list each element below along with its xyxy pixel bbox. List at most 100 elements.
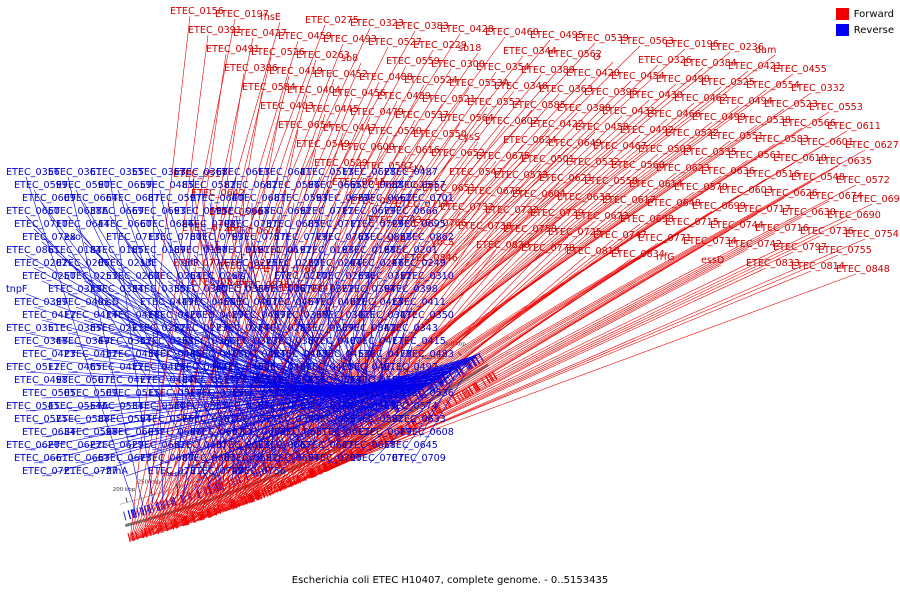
gene-label: ETEC_0622 — [48, 440, 102, 451]
gene-leader-line — [162, 65, 407, 532]
gene-label: ETEC_0312 — [358, 271, 412, 282]
gene-leader-line — [125, 354, 479, 477]
gene-leader-line — [195, 115, 623, 522]
gene-label: ETEC_0310 — [400, 271, 454, 282]
gene-label: ETEC_0678 — [467, 186, 521, 197]
gene-label: ETEC_0191 — [216, 245, 270, 256]
gene-label: ETEC_0836 — [236, 280, 290, 291]
gene-leader-line — [177, 90, 515, 528]
gene-label: ETEC_0574 — [384, 401, 438, 412]
gene-leader-line — [293, 241, 316, 443]
gene-label: ETEC_0672 — [575, 211, 629, 222]
legend-item-reverse: Reverse — [835, 22, 894, 38]
gene-label: cysS — [458, 132, 480, 143]
gene-label: ETEC_0413 — [350, 297, 404, 308]
gene-label: ETEC_0713 — [106, 232, 160, 243]
gene-label: ETEC_0610 — [773, 153, 827, 164]
gene-label: ETEC_0521 — [422, 94, 476, 105]
gene-label: ETEC_0193 — [300, 245, 354, 256]
gene-label: ETEC_0726 — [182, 223, 236, 234]
gene-label: ETEC_0780 — [148, 232, 202, 243]
gene-label: ETEC_0488 — [359, 72, 413, 83]
gene-leader-line — [151, 215, 266, 465]
gene-label: ETEC_0267 — [190, 271, 244, 282]
gene-label: ETEC_0588 — [56, 414, 110, 425]
gene-label: ETEC_0564 — [440, 113, 494, 124]
gene-leader-line — [201, 267, 349, 428]
gene-label: ETEC_0699 — [692, 201, 746, 212]
gene-label: ETEC_0447 — [323, 123, 377, 134]
gene-label: ETEC_0562 — [548, 49, 602, 60]
gene-leader-line — [193, 176, 321, 491]
gene-label: ETEC_0481 — [342, 362, 396, 373]
forward-feature-block — [437, 404, 443, 413]
gene-label: ETEC_0627 — [845, 140, 899, 151]
gene-label: ETEC_0747 — [593, 230, 647, 241]
gene-label: ETEC_0555 — [174, 401, 228, 412]
gene-label: ETEC_0660 — [98, 219, 152, 230]
gene-label: ETEC_0432 — [64, 349, 118, 360]
gene-label: ETEC_0250 — [22, 271, 76, 282]
gene-label: ETEC_0455 — [773, 64, 827, 75]
gene-leader-line — [419, 380, 436, 399]
gene-leader-line — [183, 108, 785, 526]
gene-leader-line — [133, 27, 371, 541]
gene-leader-line — [41, 355, 477, 477]
gene-label: sb18 — [458, 43, 481, 54]
gene-label: ETEC_0445 — [305, 104, 359, 115]
gene-label: ETEC_0636 — [701, 166, 755, 177]
gene-label: ETEC_0598 — [64, 427, 118, 438]
gene-label: ETEC_0497 — [384, 362, 438, 373]
gene-label: ETEC_0667 — [258, 440, 312, 451]
gene-label: ETEC_0690 — [827, 210, 881, 221]
gene-label: ETEC_0626 — [764, 188, 818, 199]
gene-label: ETEC_0755 — [818, 245, 872, 256]
gene-label: ETEC_0757 — [232, 232, 286, 243]
gene-label: ETEC_0449 — [140, 297, 194, 308]
gene-label: ETEC_0861 — [6, 245, 60, 256]
gene-label: ETEC_0516 — [746, 169, 800, 180]
gene-label: ETEC_0777 — [173, 258, 227, 269]
gene-label: rrfG — [656, 252, 675, 263]
gene-label: ETEC_0710 — [14, 219, 68, 230]
gene-leader-line — [215, 129, 299, 515]
gene-leader-line — [343, 273, 857, 464]
gene-label: ETEC_0603 — [719, 185, 773, 196]
gene-label: ETEC_0846 — [404, 253, 458, 264]
map-caption: Escherichia coli ETEC H10407, complete g… — [291, 575, 609, 586]
gene-label: ETEC_0620 — [6, 440, 60, 451]
gene-leader-line — [272, 215, 321, 462]
gene-label: ETEC_0536 — [400, 388, 454, 399]
gene-label: ETEC_0510 — [182, 375, 236, 386]
gene-label: ETEC_0354 — [476, 62, 530, 73]
gene-label: ETEC_0269 — [316, 271, 370, 282]
gene-label: ETEC_0668 — [216, 206, 270, 217]
gene-label: ETEC_0342 — [342, 323, 396, 334]
gene-label: ETEC_0430 — [629, 90, 683, 101]
forward-swatch-icon — [835, 8, 849, 20]
reverse-feature-block — [130, 509, 135, 519]
gene-label: ETEC_0399 — [14, 297, 68, 308]
gene-label: ETEC_0485 — [140, 180, 194, 191]
gene-label: ETEC_0744 — [710, 220, 764, 231]
gene-leader-line — [187, 97, 353, 524]
gene-label: ETEC_0661 — [14, 453, 68, 464]
gene-label: ETEC_0628 — [342, 167, 396, 178]
gene-label: ETEC_0189 — [132, 245, 186, 256]
gene-label: ETEC_0711 — [308, 219, 362, 230]
gene-label: ETEC_0274 — [216, 323, 270, 334]
gene-leader-line — [201, 358, 472, 464]
gene-label: ETEC_0560 — [611, 160, 665, 171]
gene-leader-line — [271, 215, 279, 462]
gene-label: ETEC_0642 — [191, 188, 245, 199]
gene-label: ETEC_0457 — [224, 297, 278, 308]
gene-label: ETEC_0554 — [746, 80, 800, 91]
gene-label: ETEC_0632 — [132, 440, 186, 451]
gene-leader-line — [403, 360, 468, 451]
gene-label: ETEC_0550 — [413, 129, 467, 140]
gene-label: ETEC_0621 — [539, 173, 593, 184]
gene-label: ETEC_0664 — [64, 193, 118, 204]
gene-label: ETEC_0190 — [174, 245, 228, 256]
gene-label: ETEC_0201 — [384, 245, 438, 256]
gene-label: ETEC_0583 — [755, 134, 809, 145]
